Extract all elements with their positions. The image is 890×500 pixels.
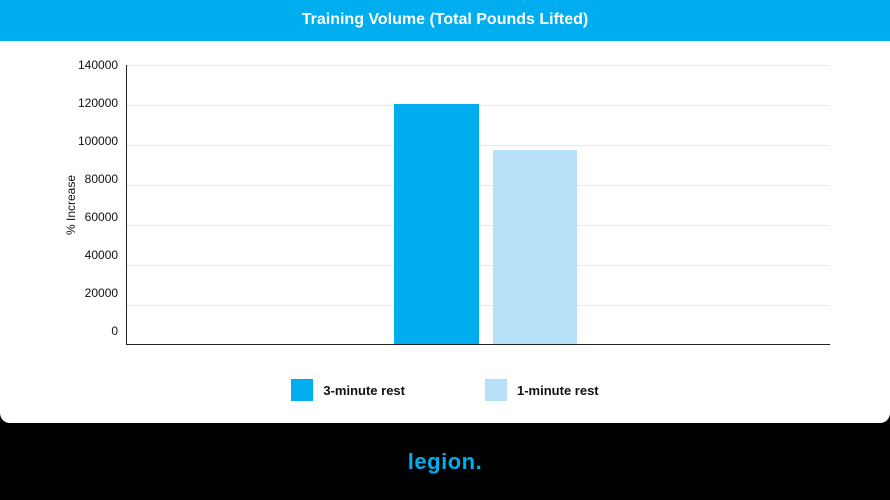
legend-label: 1-minute rest: [517, 383, 599, 398]
legend: 3-minute rest 1-minute rest: [0, 355, 890, 423]
bar: [394, 104, 478, 344]
grid-line: [127, 65, 830, 66]
grid-line: [127, 105, 830, 106]
brand-dot: .: [476, 449, 483, 475]
footer-brand: legion.: [0, 423, 890, 500]
y-axis-label: % Increase: [60, 65, 78, 345]
y-tick-label: 40000: [85, 248, 118, 262]
legend-label: 3-minute rest: [323, 383, 405, 398]
legend-item: 1-minute rest: [485, 379, 599, 401]
chart-title: Training Volume (Total Pounds Lifted): [0, 0, 890, 41]
bar: [493, 150, 577, 344]
legend-swatch: [485, 379, 507, 401]
y-tick-label: 0: [111, 324, 118, 338]
grid-line: [127, 265, 830, 266]
chart-area: % Increase 140000 120000 100000 80000 60000 4…: [0, 41, 890, 355]
y-tick-label: 100000: [78, 134, 118, 148]
legend-item: 3-minute rest: [291, 379, 405, 401]
y-tick-label: 140000: [78, 58, 118, 72]
grid-line: [127, 305, 830, 306]
y-axis-ticks: 140000 120000 100000 80000 60000 40000 20000 0: [78, 58, 126, 338]
y-tick-label: 20000: [85, 286, 118, 300]
grid-line: [127, 225, 830, 226]
brand-text: legion: [408, 449, 476, 475]
y-tick-label: 120000: [78, 96, 118, 110]
grid-line: [127, 185, 830, 186]
plot-area: [126, 65, 830, 345]
chart-card: Training Volume (Total Pounds Lifted) % …: [0, 0, 890, 423]
legend-swatch: [291, 379, 313, 401]
y-tick-label: 80000: [85, 172, 118, 186]
y-tick-label: 60000: [85, 210, 118, 224]
grid-line: [127, 145, 830, 146]
